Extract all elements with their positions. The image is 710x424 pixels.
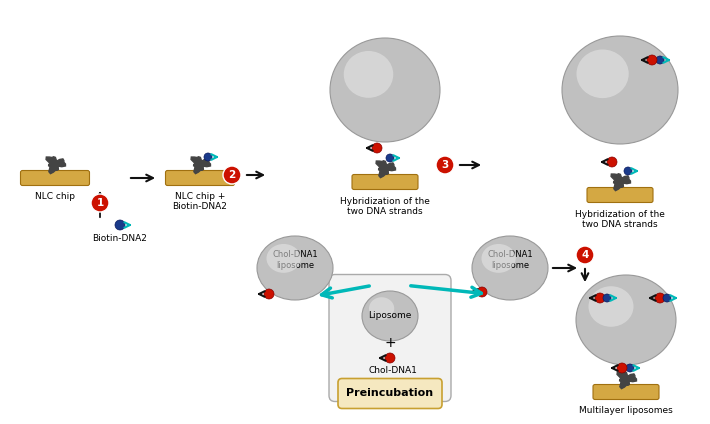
Polygon shape — [46, 157, 65, 174]
Ellipse shape — [576, 275, 676, 365]
Polygon shape — [617, 372, 636, 389]
Text: Multilayer liposomes: Multilayer liposomes — [579, 406, 673, 415]
Ellipse shape — [330, 38, 440, 142]
Text: Chol-DNA1: Chol-DNA1 — [368, 366, 417, 375]
Circle shape — [385, 353, 395, 363]
FancyBboxPatch shape — [593, 385, 659, 399]
Text: Chol-DNA1
liposome: Chol-DNA1 liposome — [487, 250, 532, 270]
Text: 3: 3 — [442, 160, 449, 170]
Polygon shape — [611, 174, 630, 191]
Circle shape — [647, 55, 657, 65]
Circle shape — [607, 157, 617, 167]
Text: Liposome: Liposome — [368, 312, 412, 321]
Circle shape — [204, 153, 212, 161]
Circle shape — [576, 246, 594, 264]
Circle shape — [603, 294, 611, 302]
Text: Hybridization of the
two DNA strands: Hybridization of the two DNA strands — [340, 197, 430, 216]
FancyBboxPatch shape — [338, 379, 442, 408]
Text: NLC chip +
Biotin-DNA2: NLC chip + Biotin-DNA2 — [173, 192, 227, 212]
Circle shape — [264, 289, 274, 299]
Text: Chol-DNA1
liposome: Chol-DNA1 liposome — [272, 250, 318, 270]
Circle shape — [663, 294, 671, 302]
Text: +: + — [384, 336, 395, 350]
Circle shape — [655, 293, 665, 303]
FancyBboxPatch shape — [329, 274, 451, 402]
Ellipse shape — [589, 286, 633, 327]
Circle shape — [386, 154, 394, 162]
FancyBboxPatch shape — [587, 187, 653, 203]
Ellipse shape — [562, 36, 678, 144]
Text: Hybridization of the
two DNA strands: Hybridization of the two DNA strands — [575, 210, 665, 229]
Ellipse shape — [362, 291, 418, 341]
Circle shape — [656, 56, 664, 64]
Circle shape — [372, 143, 382, 153]
Ellipse shape — [472, 236, 548, 300]
Circle shape — [626, 364, 634, 372]
Circle shape — [595, 293, 605, 303]
Text: 1: 1 — [97, 198, 104, 208]
Ellipse shape — [257, 236, 333, 300]
Ellipse shape — [577, 50, 628, 98]
Circle shape — [477, 287, 487, 297]
Text: 2: 2 — [229, 170, 236, 180]
Polygon shape — [376, 161, 395, 178]
Polygon shape — [191, 157, 210, 174]
Text: NLC chip: NLC chip — [35, 192, 75, 201]
FancyBboxPatch shape — [352, 175, 418, 190]
Text: Biotin-DNA2: Biotin-DNA2 — [92, 234, 148, 243]
Ellipse shape — [266, 244, 301, 273]
Ellipse shape — [481, 244, 515, 273]
Circle shape — [617, 363, 627, 373]
Ellipse shape — [369, 297, 394, 320]
Circle shape — [624, 167, 632, 175]
Circle shape — [436, 156, 454, 174]
Circle shape — [223, 166, 241, 184]
Circle shape — [91, 194, 109, 212]
Text: 4: 4 — [581, 250, 589, 260]
Circle shape — [115, 220, 125, 230]
FancyBboxPatch shape — [165, 170, 234, 186]
Text: Preincubation: Preincubation — [346, 388, 434, 399]
Ellipse shape — [344, 51, 393, 98]
FancyBboxPatch shape — [21, 170, 89, 186]
